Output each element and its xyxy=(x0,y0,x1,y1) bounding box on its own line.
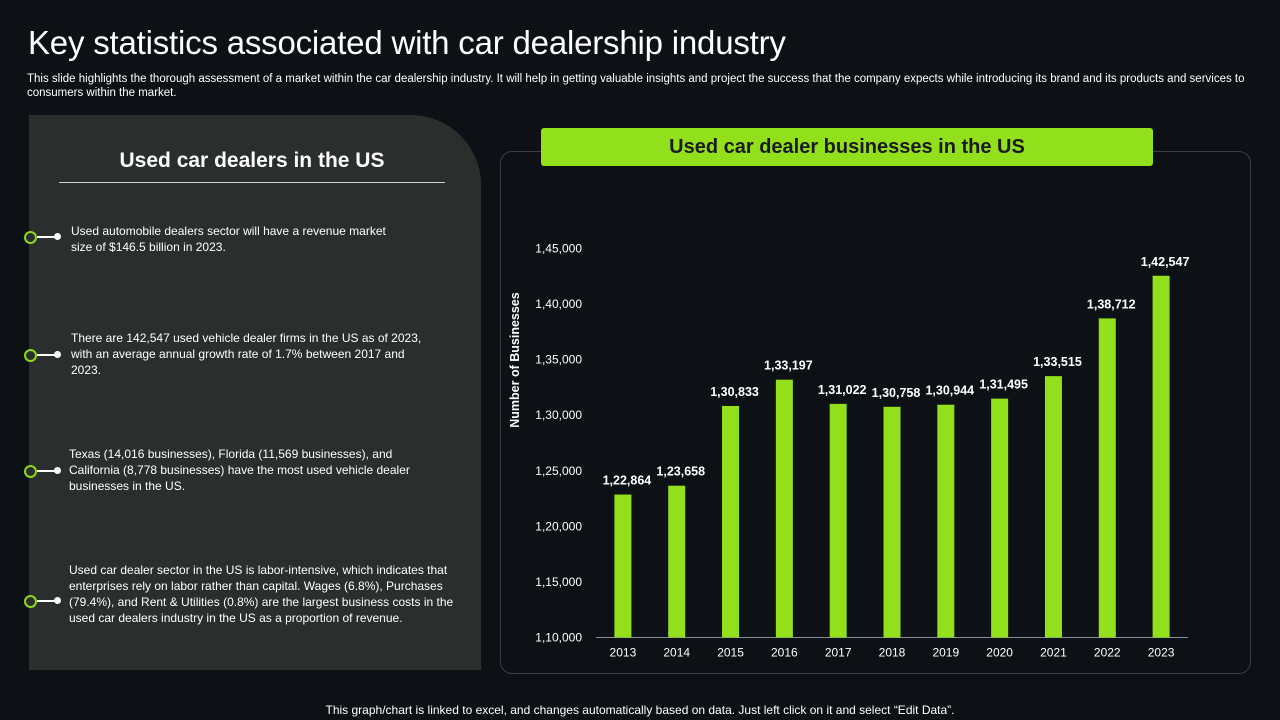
y-tick-label: 1,40,000 xyxy=(535,297,582,311)
bullet-ring-icon xyxy=(24,231,37,244)
left-panel xyxy=(29,115,481,670)
data-label: 1,38,712 xyxy=(1087,297,1136,311)
data-label: 1,42,547 xyxy=(1141,255,1190,269)
y-axis-title: Number of Businesses xyxy=(508,292,522,428)
x-tick-label: 2017 xyxy=(825,646,852,660)
data-label: 1,23,658 xyxy=(656,465,705,479)
bullet-ring-icon xyxy=(24,465,37,478)
x-tick-label: 2020 xyxy=(986,646,1013,660)
heading-divider xyxy=(59,182,445,183)
bullet-text-4: Used car dealer sector in the US is labo… xyxy=(69,563,454,625)
bullet-text-3: Texas (14,016 businesses), Florida (11,5… xyxy=(69,447,410,493)
page-title: Key statistics associated with car deale… xyxy=(28,24,786,61)
y-tick-label: 1,20,000 xyxy=(535,519,582,533)
x-tick-label: 2021 xyxy=(1040,646,1067,660)
y-tick-label: 1,35,000 xyxy=(535,353,582,367)
data-label: 1,22,864 xyxy=(603,474,652,488)
x-tick-label: 2018 xyxy=(879,646,906,660)
data-label: 1,30,758 xyxy=(872,386,921,400)
data-label: 1,31,022 xyxy=(818,383,867,397)
data-label: 1,31,495 xyxy=(979,378,1028,392)
bar xyxy=(1044,376,1062,638)
bar xyxy=(829,403,847,638)
data-label: 1,33,197 xyxy=(764,359,813,373)
y-tick-label: 1,30,000 xyxy=(535,408,582,422)
bullet-ring-icon xyxy=(24,595,37,608)
x-tick-label: 2015 xyxy=(717,646,744,660)
y-tick-label: 1,15,000 xyxy=(535,575,582,589)
data-label: 1,33,515 xyxy=(1033,355,1082,369)
x-tick-label: 2013 xyxy=(610,646,637,660)
bullet-text-2: There are 142,547 used vehicle dealer fi… xyxy=(71,331,422,377)
bullet-ring-icon xyxy=(24,349,37,362)
bullet-dot-icon xyxy=(54,467,61,474)
x-tick-label: 2014 xyxy=(663,646,690,660)
bar xyxy=(937,404,955,638)
bullet-marker-4 xyxy=(24,594,62,608)
data-label: 1,30,944 xyxy=(925,384,974,398)
x-tick-label: 2016 xyxy=(771,646,798,660)
bar xyxy=(1098,318,1116,638)
chart-title: Used car dealer businesses in the US xyxy=(541,128,1153,166)
page-subtitle: This slide highlights the thorough asses… xyxy=(27,73,1245,99)
bullet-marker-3 xyxy=(24,464,62,478)
x-tick-label: 2023 xyxy=(1148,646,1175,660)
bar xyxy=(614,494,632,638)
left-panel-heading: Used car dealers in the US xyxy=(119,149,385,172)
bar xyxy=(991,398,1009,638)
bar xyxy=(1152,275,1170,638)
data-label: 1,30,833 xyxy=(710,385,759,399)
y-tick-label: 1,10,000 xyxy=(535,631,582,645)
bar xyxy=(668,485,686,638)
bar xyxy=(883,406,901,638)
bar xyxy=(722,405,740,638)
bullet-marker-2 xyxy=(24,348,62,362)
footer-note: This graph/chart is linked to excel, and… xyxy=(325,703,955,717)
x-tick-label: 2022 xyxy=(1094,646,1121,660)
bar xyxy=(775,379,793,638)
bullet-dot-icon xyxy=(54,233,61,240)
y-tick-label: 1,25,000 xyxy=(535,464,582,478)
bullet-dot-icon xyxy=(54,597,61,604)
bullet-text-1: Used automobile dealers sector will have… xyxy=(71,224,386,254)
y-tick-label: 1,45,000 xyxy=(535,242,582,256)
x-tick-label: 2019 xyxy=(932,646,959,660)
bullet-marker-1 xyxy=(24,230,62,244)
bullet-dot-icon xyxy=(54,351,61,358)
